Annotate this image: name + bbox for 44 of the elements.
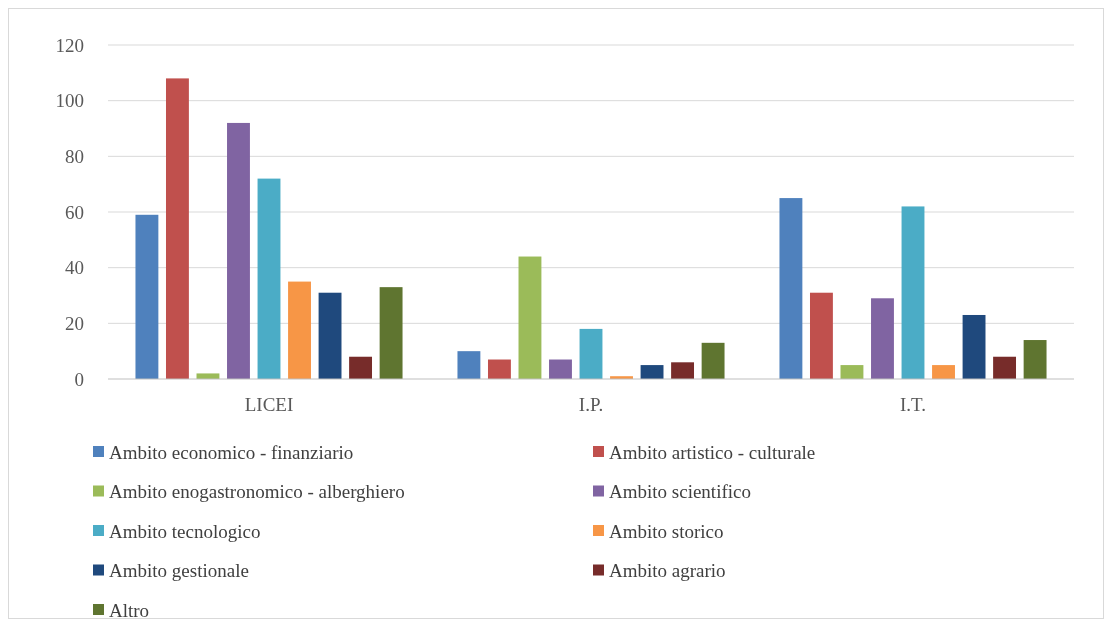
y-tick-label: 100 <box>55 90 84 112</box>
x-tick-label: I.T. <box>899 394 927 415</box>
bar <box>318 292 342 379</box>
bar <box>840 365 864 379</box>
y-tick-label: 40 <box>65 257 84 279</box>
legend-label: Ambito enogastronomico - alberghiero <box>109 481 405 503</box>
bar <box>932 365 955 379</box>
bar <box>379 287 403 379</box>
bar <box>901 206 925 379</box>
y-tick-label: 20 <box>65 312 84 334</box>
bar <box>993 356 1017 379</box>
legend-label: Ambito artistico - culturale <box>609 441 816 463</box>
bar <box>165 78 189 379</box>
bar <box>701 342 725 379</box>
bar <box>349 356 373 379</box>
x-tick-label: LICEI <box>244 394 294 415</box>
bar <box>1023 340 1047 379</box>
legend-label: Ambito tecnologico <box>109 520 261 542</box>
bar <box>135 214 159 379</box>
x-tick-label: I.P. <box>578 394 604 415</box>
y-tick-label: 120 <box>55 34 84 56</box>
bar <box>257 178 281 379</box>
y-tick-label: 80 <box>65 145 84 167</box>
bar <box>549 359 572 379</box>
bar <box>518 256 542 379</box>
bar <box>809 292 833 379</box>
bar <box>487 359 511 379</box>
y-tick-label: 60 <box>65 201 84 223</box>
legend-label: Ambito gestionale <box>109 560 249 582</box>
y-tick-label: 0 <box>74 368 84 390</box>
bar <box>227 122 250 379</box>
bar <box>579 328 603 379</box>
legend-label: Ambito scientifico <box>609 481 751 503</box>
legend-label: Ambito storico <box>609 520 724 542</box>
bar <box>457 351 481 379</box>
bar <box>288 281 311 379</box>
bar <box>779 198 803 379</box>
bar <box>640 365 664 379</box>
bar <box>671 362 695 379</box>
legend-label: Altro <box>109 599 150 621</box>
legend-label: Ambito economico - finanziario <box>109 441 354 463</box>
legend-label: Ambito agrario <box>609 560 726 582</box>
bar <box>871 298 894 379</box>
bar <box>962 314 986 379</box>
